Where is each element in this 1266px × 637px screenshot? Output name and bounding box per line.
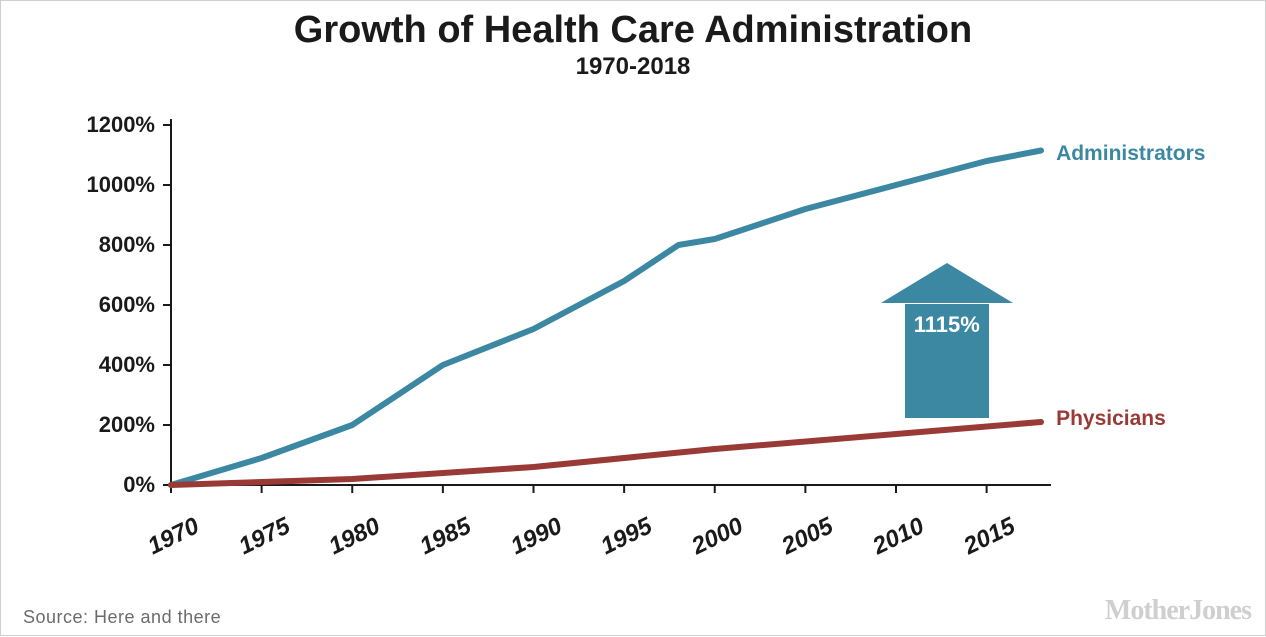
y-tick-label: 400% <box>99 352 155 378</box>
y-tick-label: 600% <box>99 292 155 318</box>
source-text: Source: Here and there <box>23 607 221 628</box>
y-tick-label: 800% <box>99 232 155 258</box>
series-label: Administrators <box>1056 142 1205 166</box>
y-tick-label: 1000% <box>86 172 155 198</box>
y-tick-label: 1200% <box>86 112 155 138</box>
watermark: MotherJones <box>1105 595 1251 627</box>
y-tick-label: 200% <box>99 412 155 438</box>
series-label: Physicians <box>1056 407 1166 431</box>
chart-frame: Growth of Health Care Administration 197… <box>0 0 1266 636</box>
y-tick-label: 0% <box>123 472 155 498</box>
